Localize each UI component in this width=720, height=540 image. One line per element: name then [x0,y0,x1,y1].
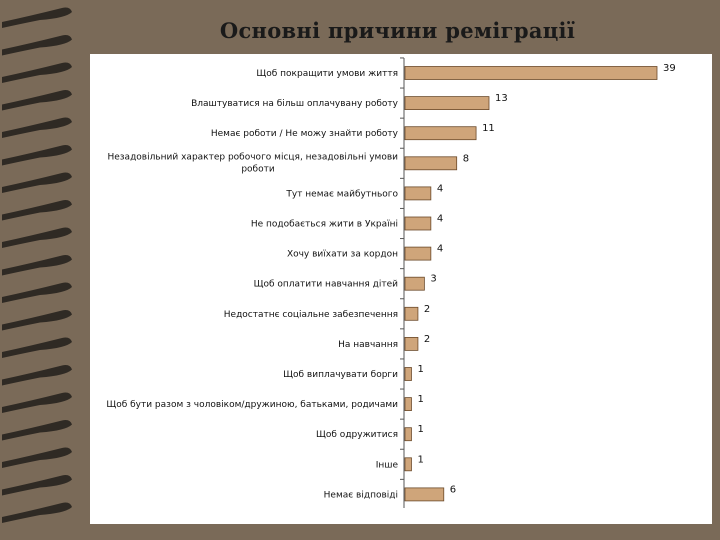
data-label: 1 [417,424,423,435]
bar [404,186,432,201]
data-label: 1 [417,364,423,375]
category-label: Незадовільний характер робочого місця, н… [107,152,398,174]
bar [404,306,419,321]
data-label: 39 [663,63,676,74]
data-label: 3 [430,274,436,285]
swirl-ornament [2,282,72,303]
swirl-ornament [2,310,72,331]
swirl-ornament [2,90,72,111]
data-label: 13 [495,93,508,104]
category-label: Інше [376,460,399,470]
bar [404,487,445,502]
bar [404,96,490,110]
category-label: Тут немає майбутнього [285,189,398,199]
category-label: Не подобається жити в Україні [251,220,398,230]
data-label: 1 [417,394,423,405]
data-label: 6 [450,484,456,495]
category-label: Хочу виїхати за кордон [287,250,398,260]
swirl-ornament [2,337,72,358]
decorative-swirl-border [2,7,72,523]
bar [404,457,412,472]
swirl-ornament [2,392,72,413]
swirl-ornament [2,255,72,276]
swirl-ornament [2,172,72,193]
category-label: Щоб виплачувати борги [283,370,398,380]
data-label: 1 [417,454,423,465]
swirl-ornament [2,475,72,496]
category-label: На навчання [338,340,398,350]
category-label: Щоб оплатити навчання дітей [254,280,399,290]
bar [404,367,412,381]
bar [404,246,432,261]
bar [404,126,477,141]
data-label: 4 [437,244,443,255]
category-label: Щоб бути разом з чоловіком/дружиною, бат… [106,400,398,410]
data-label: 2 [424,334,430,345]
data-label: 4 [437,183,443,194]
category-label: Щоб одружитися [316,430,398,440]
category-label: Щоб покращити умови життя [256,69,398,79]
bar [404,156,458,171]
category-label: Недостатнє соціальне забезпечення [224,310,398,320]
swirl-ornament [2,420,72,441]
swirl-ornament [2,7,72,28]
swirl-ornament [2,62,72,83]
swirl-ornament [2,117,72,138]
category-label: Немає відповіді [324,490,398,500]
swirl-ornament [2,145,72,166]
swirl-ornament [2,365,72,386]
data-label: 4 [437,214,443,225]
bar [404,216,432,231]
swirl-ornament [2,447,72,468]
bar [404,276,425,291]
data-label: 11 [482,123,495,134]
swirl-ornament [2,200,72,221]
bar [404,66,658,80]
swirl-ornament [2,35,72,56]
category-label: Влаштуватися на більш оплачувану роботу [191,99,399,109]
data-label: 8 [463,153,469,164]
swirl-ornament [2,502,72,523]
chart-title: Основні причини реміграції [219,18,576,43]
swirl-ornament [2,227,72,248]
plot-area [90,54,712,524]
bar [404,336,419,351]
data-label: 2 [424,304,430,315]
bar [404,397,412,412]
category-label: Немає роботи / Не можу знайти роботу [211,129,399,139]
bar [404,427,412,442]
